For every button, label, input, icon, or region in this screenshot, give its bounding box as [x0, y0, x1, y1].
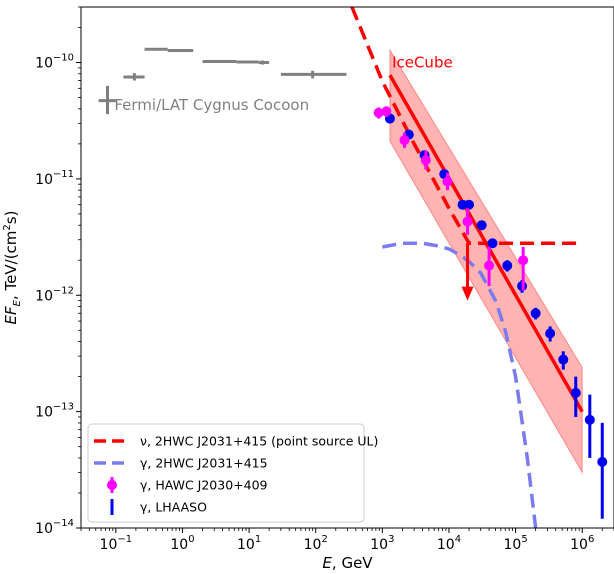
- legend-box: [87, 423, 365, 523]
- lhaaso-point: [464, 199, 475, 210]
- x-tick-label: 102: [304, 534, 328, 553]
- lhaaso-marker: [545, 328, 556, 339]
- x-tick-label: 101: [237, 534, 261, 553]
- hawc-point: [399, 132, 410, 148]
- hawc-marker: [420, 155, 431, 166]
- x-tick-label: 105: [503, 534, 527, 553]
- hawc-point: [518, 246, 529, 291]
- lhaaso-marker: [597, 456, 608, 467]
- legend-entry: γ, HAWC J2030+409: [107, 477, 268, 493]
- ul-arrow-head: [461, 286, 474, 301]
- legend-entry: γ, LHAASO: [110, 499, 207, 515]
- lhaaso-marker: [487, 238, 498, 249]
- icecube-label: IceCube: [392, 54, 453, 72]
- hawc-marker: [373, 107, 384, 118]
- legend-label: ν, 2HWC J2031+415 (point source UL): [140, 434, 378, 449]
- lhaaso-point: [530, 307, 541, 320]
- legend-label: γ, LHAASO: [140, 500, 207, 515]
- hawc-point: [462, 208, 473, 235]
- hawc-point: [442, 172, 453, 191]
- legend: ν, 2HWC J2031+415 (point source UL) γ, 2H…: [87, 423, 378, 523]
- legend-entry: γ, 2HWC J2031+415: [94, 456, 268, 471]
- x-tick-label: 103: [370, 534, 394, 553]
- axes-layer: IceCube Fermi/LAT Cygnus Cocoon 10−1 100 101…: [2, 6, 614, 572]
- hawc-point: [484, 246, 495, 287]
- legend-label: γ, HAWC J2030+409: [140, 478, 268, 493]
- x-axis-title: E, GeV: [322, 554, 373, 572]
- hawc-marker: [518, 255, 529, 266]
- hawc-marker: [381, 106, 392, 117]
- hawc-point: [381, 106, 392, 118]
- y-tick-label: 10−10: [35, 53, 74, 72]
- fermi-label: Fermi/LAT Cygnus Cocoon: [114, 96, 309, 114]
- series-layer: [98, 7, 608, 528]
- lhaaso-point: [570, 376, 581, 417]
- y-tick-label: 10−12: [35, 285, 74, 304]
- lhaaso-point: [476, 220, 487, 231]
- hawc-marker: [399, 135, 410, 146]
- lhaaso-marker: [530, 308, 541, 319]
- lhaaso-point: [584, 394, 595, 458]
- fermi-point: [123, 73, 145, 81]
- lhaaso-point: [597, 422, 608, 519]
- legend-label: γ, 2HWC J2031+415: [140, 456, 268, 471]
- lhaaso-marker: [584, 414, 595, 425]
- hawc-marker: [462, 216, 473, 227]
- lhaaso-marker: [464, 199, 475, 210]
- y-tick-label: 10−13: [35, 402, 74, 421]
- y-tick-label: 10−14: [35, 518, 74, 537]
- lhaaso-point: [545, 326, 556, 342]
- fermi-point: [258, 60, 270, 65]
- lhaaso-marker: [502, 260, 513, 271]
- hawc-point: [373, 107, 384, 119]
- y-axis-title: EFE, TeV/(cm2s): [2, 211, 23, 325]
- y-tick-label: 10−11: [35, 169, 74, 188]
- legend-entry: ν, 2HWC J2031+415 (point source UL): [94, 434, 378, 449]
- hawc-marker: [484, 260, 495, 271]
- hawc-point: [420, 150, 431, 170]
- neutrino-ul-line: [350, 7, 583, 245]
- lhaaso-marker: [570, 387, 581, 398]
- lhaaso-marker: [558, 354, 569, 365]
- lhaaso-point: [502, 260, 513, 272]
- x-tick-label: 106: [570, 534, 594, 553]
- x-tick-label: 10−1: [100, 534, 133, 553]
- x-tick-label: 100: [170, 534, 194, 553]
- hawc-marker: [442, 176, 453, 187]
- x-tick-label: 104: [437, 534, 461, 553]
- lhaaso-point: [558, 351, 569, 370]
- icecube-line: [388, 74, 584, 413]
- lhaaso-point: [487, 238, 498, 249]
- fermi-legend-cross: [98, 85, 116, 115]
- legend-swatch-marker: [107, 480, 117, 490]
- lhaaso-marker: [476, 220, 487, 231]
- fermi-point: [280, 70, 347, 79]
